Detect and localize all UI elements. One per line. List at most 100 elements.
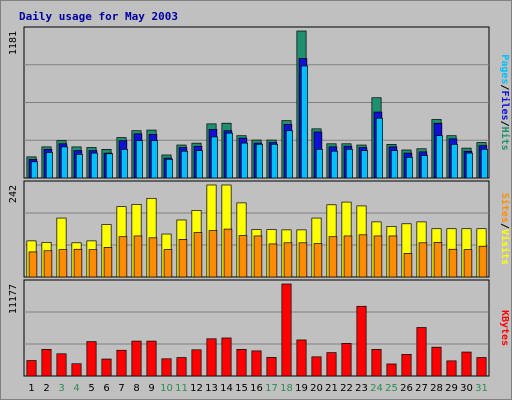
x-tick-label-day-22: 22: [340, 383, 353, 394]
bar-pages-day-16: [255, 144, 263, 179]
bar-kbytes-day-1: [26, 360, 37, 377]
x-tick-label-day-27: 27: [415, 383, 428, 394]
x-tick-label-day-2: 2: [43, 383, 49, 394]
bar-kbytes-day-26: [401, 354, 412, 377]
bar-sites-day-11: [178, 239, 188, 278]
bar-sites-day-23: [358, 234, 368, 278]
x-tick-label-day-5: 5: [88, 383, 94, 394]
bar-pages-day-9: [150, 140, 158, 179]
bar-sites-day-5: [88, 249, 98, 278]
x-tick-label-day-9: 9: [148, 383, 154, 394]
bar-kbytes-day-15: [236, 349, 247, 377]
x-tick-label-day-31: 31: [475, 383, 488, 394]
x-tick-label-day-24: 24: [370, 383, 383, 394]
bar-sites-day-8: [133, 235, 143, 278]
bar-sites-day-4: [73, 248, 83, 278]
x-tick-label-day-18: 18: [280, 383, 293, 394]
legend-separator: /: [499, 121, 510, 127]
panel-legend-label: KBytes: [499, 310, 510, 346]
legend-files: Files: [499, 90, 511, 120]
bar-kbytes-day-10: [161, 358, 172, 377]
bar-sites-day-30: [463, 249, 473, 278]
bar-sites-day-21: [328, 236, 338, 278]
bar-pages-day-6: [105, 153, 113, 179]
bar-pages-day-17: [270, 144, 278, 179]
x-tick-label-day-28: 28: [430, 383, 443, 394]
bar-kbytes-day-11: [176, 357, 187, 377]
bar-kbytes-day-5: [86, 341, 97, 377]
bar-kbytes-day-25: [386, 363, 397, 377]
bar-pages-day-28: [435, 135, 443, 179]
bar-pages-day-21: [330, 150, 338, 179]
panel-kbytes: 11177 KBytes: [8, 279, 510, 377]
panel-legend-label: Pages/Files/Hits: [499, 54, 511, 150]
x-tick-label-day-1: 1: [28, 383, 34, 394]
panel-legend-label: Sites/Visits: [499, 193, 511, 265]
bar-sites-day-7: [118, 236, 128, 278]
x-tick-label-day-13: 13: [205, 383, 218, 394]
x-tick-label-day-30: 30: [460, 383, 473, 394]
bar-pages-day-31: [480, 149, 488, 179]
x-tick-label-day-25: 25: [385, 383, 398, 394]
x-tick-label-day-8: 8: [133, 383, 139, 394]
bar-pages-day-1: [30, 161, 38, 179]
bar-sites-day-28: [433, 242, 443, 278]
bar-kbytes-day-29: [446, 360, 457, 377]
bar-sites-day-19: [298, 242, 308, 278]
bar-sites-day-15: [238, 235, 248, 278]
bar-pages-day-14: [225, 132, 233, 179]
bar-pages-day-24: [375, 117, 383, 179]
bar-sites-day-20: [313, 243, 323, 278]
bar-kbytes-day-20: [311, 356, 322, 377]
bar-kbytes-day-4: [71, 363, 82, 377]
panel-visits-sites: 242 Sites/Visits: [8, 180, 511, 278]
bar-kbytes-day-9: [146, 340, 157, 377]
bar-pages-day-5: [90, 152, 98, 179]
bar-kbytes-day-22: [341, 343, 352, 377]
bar-sites-day-24: [373, 235, 383, 278]
bar-kbytes-day-17: [266, 357, 277, 377]
x-tick-label-day-3: 3: [58, 383, 64, 394]
legend-separator: /: [499, 84, 510, 90]
bar-sites-day-3: [58, 249, 68, 278]
bar-sites-day-1: [28, 251, 38, 278]
bar-pages-day-4: [75, 154, 83, 179]
bar-kbytes-day-14: [221, 337, 232, 377]
bar-pages-day-2: [45, 152, 53, 179]
bar-pages-day-26: [405, 157, 413, 179]
legend-separator: /: [499, 223, 510, 229]
bar-pages-day-13: [210, 136, 218, 179]
bar-pages-day-20: [315, 149, 323, 179]
bar-pages-day-7: [120, 149, 128, 179]
legend-sites: Sites: [499, 193, 511, 223]
bar-kbytes-day-8: [131, 340, 142, 377]
y-axis-max-label: 11177: [8, 284, 19, 314]
legend-hits: Hits: [499, 127, 511, 151]
bar-pages-day-30: [465, 152, 473, 179]
x-tick-label-day-14: 14: [220, 383, 233, 394]
legend-visits: Visits: [499, 229, 511, 265]
bar-kbytes-day-31: [476, 357, 487, 377]
x-tick-label-day-19: 19: [295, 383, 308, 394]
bar-pages-day-29: [450, 144, 458, 179]
x-tick-label-day-20: 20: [310, 383, 323, 394]
bar-sites-day-26: [403, 253, 413, 278]
y-axis-max-label: 1181: [8, 31, 19, 55]
bar-sites-day-31: [478, 245, 488, 278]
bar-kbytes-day-19: [296, 339, 307, 377]
x-tick-label-day-7: 7: [118, 383, 124, 394]
x-tick-label-day-15: 15: [235, 383, 248, 394]
bar-pages-day-8: [135, 140, 143, 179]
bar-sites-day-25: [388, 235, 398, 278]
bar-kbytes-day-21: [326, 352, 337, 377]
bar-kbytes-day-23: [356, 305, 367, 377]
x-tick-label-day-10: 10: [160, 383, 173, 394]
x-tick-label-day-17: 17: [265, 383, 278, 394]
x-tick-label-day-11: 11: [175, 383, 188, 394]
x-tick-label-day-6: 6: [103, 383, 109, 394]
bar-pages-day-22: [345, 149, 353, 179]
bar-kbytes-day-28: [431, 346, 442, 377]
bar-pages-day-10: [165, 158, 173, 179]
bar-kbytes-day-12: [191, 349, 202, 377]
